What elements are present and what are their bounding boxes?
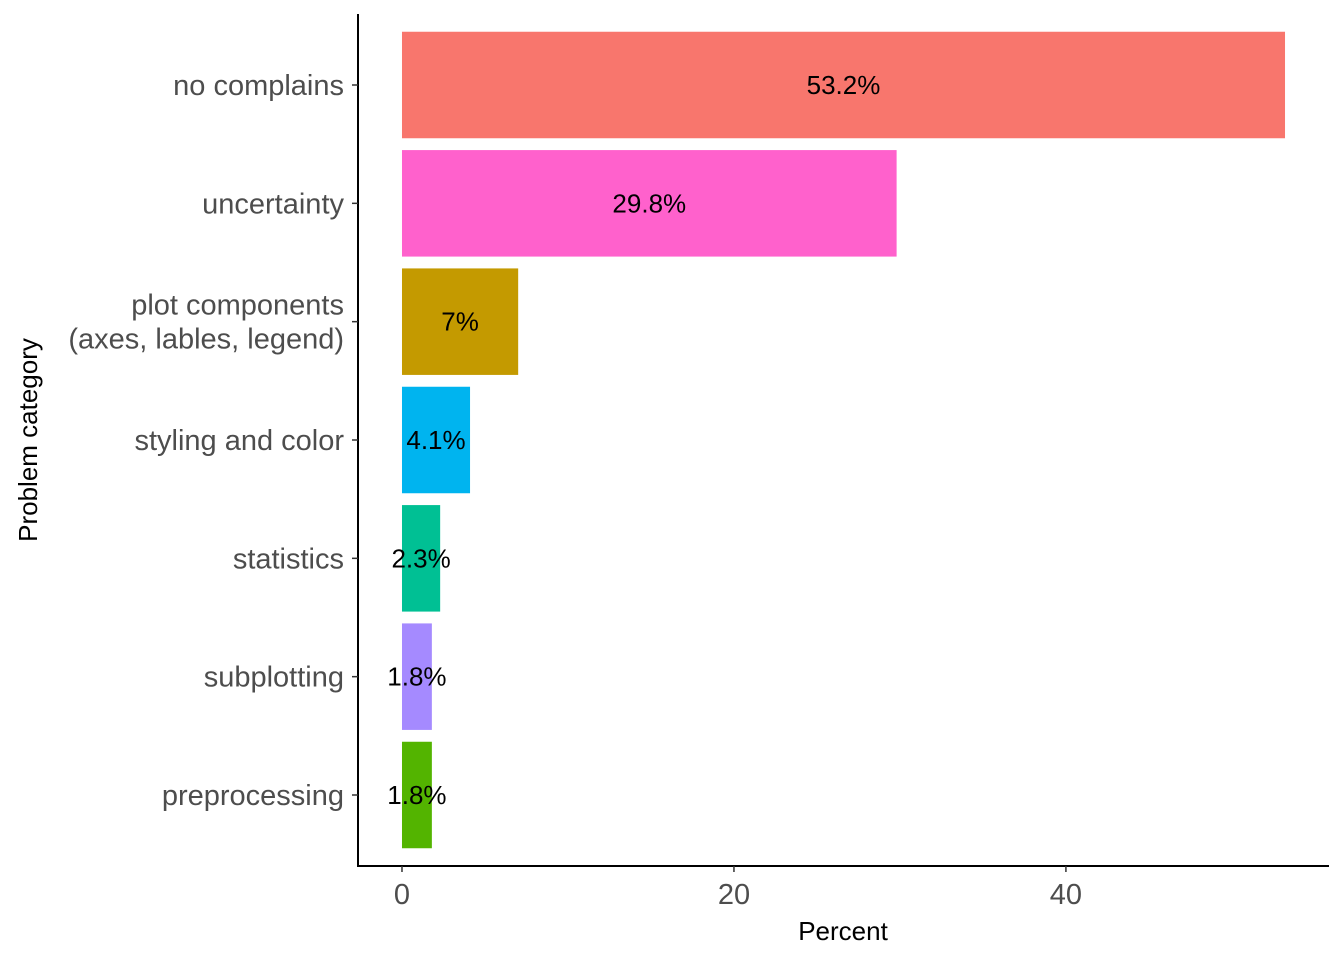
bars [401,31,1286,849]
bar-value-label: 53.2% [807,70,881,100]
x-tick-label: 0 [394,879,410,911]
bar [401,623,432,730]
category-label: statistics [233,543,344,575]
category-label: (axes, lables, legend) [68,324,344,356]
category-label: plot components [131,290,344,322]
y-axis-title: Problem category [13,338,43,542]
bar [401,31,1286,139]
bar [401,386,471,494]
bar-value-label: 2.3% [391,543,450,573]
x-tick-label: 40 [1050,879,1082,911]
y-axis-ticks: no complains uncertainty plot components(a… [68,70,358,812]
bar-value-label: 29.8% [612,188,686,218]
bar-value-label: 1.8% [387,780,446,810]
bar-value-label: 4.1% [406,425,465,455]
category-label: no complains [173,70,344,102]
category-label: subplotting [204,662,344,694]
bar-value-label: 7% [441,307,479,337]
data-labels: 53.2% 29.8% 7% 4.1% 2.3% 1.8% 1.8% [387,70,880,810]
bar [401,505,441,612]
category-label: uncertainty [202,188,344,220]
bar-value-label: 1.8% [387,662,446,692]
x-axis-ticks: 0 20 40 [394,866,1082,911]
bar [401,268,519,375]
category-label: styling and color [134,425,344,457]
x-axis-title: Percent [798,916,888,946]
bar [401,741,432,849]
category-label: preprocessing [162,780,344,812]
bar [401,150,897,257]
x-tick-label: 20 [718,879,750,911]
